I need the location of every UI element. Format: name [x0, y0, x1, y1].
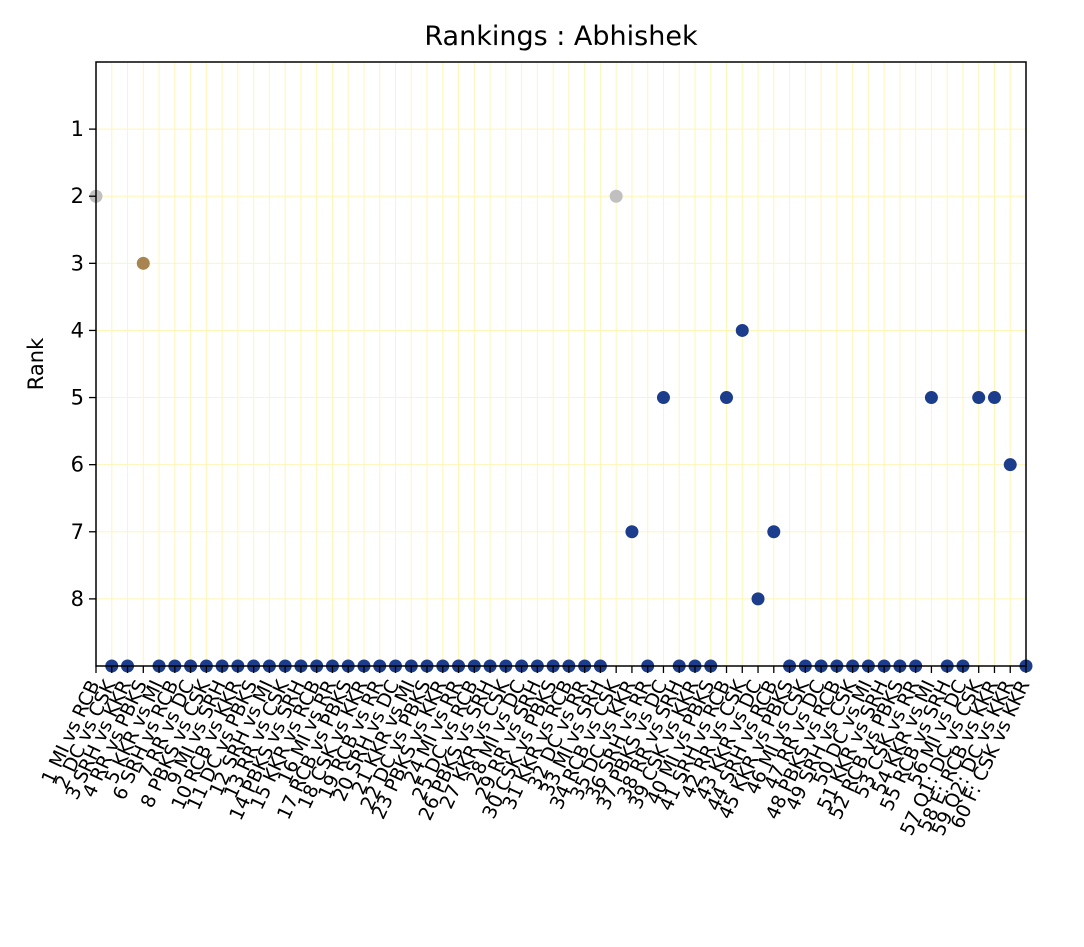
y-tick-label: 5 [71, 386, 84, 410]
grid-lines [95, 62, 1027, 666]
y-tick-label: 3 [71, 251, 84, 275]
y-tick-label: 8 [71, 587, 84, 611]
y-axis-label: Rank [24, 337, 48, 390]
data-point [1003, 458, 1017, 472]
y-axis-ticks: 1 2 3 4 5 6 7 8 [71, 117, 96, 611]
data-point [625, 525, 639, 539]
y-tick-label: 7 [71, 520, 84, 544]
chart-title: Rankings : Abhishek [424, 21, 698, 52]
plot-area-frame [95, 61, 1027, 667]
data-point [720, 391, 734, 405]
data-point [136, 256, 150, 270]
y-tick-label: 2 [71, 184, 84, 208]
data-point [767, 525, 781, 539]
y-tick-label: 1 [71, 117, 84, 141]
data-point [656, 391, 670, 405]
data-point [751, 592, 765, 606]
y-tick-label: 6 [71, 453, 84, 477]
y-tick-label: 4 [71, 318, 84, 342]
data-point [924, 391, 938, 405]
data-points [89, 189, 1033, 673]
data-point [972, 391, 986, 405]
data-point [735, 323, 749, 337]
data-point [987, 391, 1001, 405]
data-point [609, 189, 623, 203]
